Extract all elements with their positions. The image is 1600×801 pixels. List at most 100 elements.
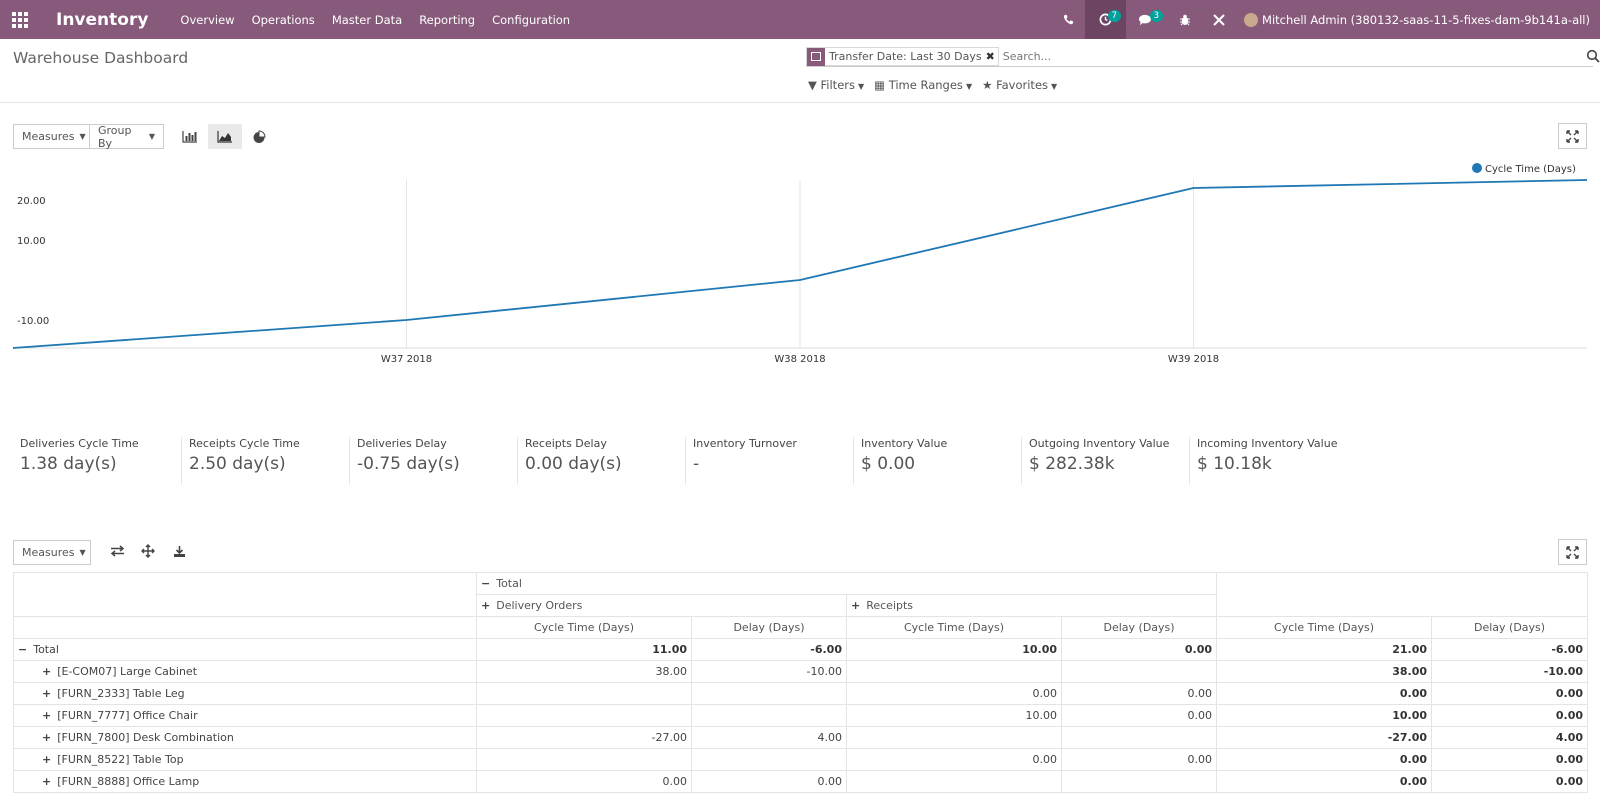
pivot-cell[interactable]: 0.00 <box>1431 682 1589 705</box>
messages-icon[interactable]: 3 <box>1126 0 1168 39</box>
download-icon[interactable] <box>168 543 190 559</box>
kpi-receipts-delay[interactable]: Receipts Delay 0.00 day(s) <box>517 437 685 485</box>
pivot-cell[interactable]: 10.00 <box>846 638 1062 661</box>
pivot-cell[interactable]: 0.00 <box>1060 638 1218 661</box>
pivot-cell[interactable] <box>1060 726 1218 749</box>
main-menu: Overview Operations Master Data Reportin… <box>180 13 587 27</box>
pivot-cell[interactable]: 4.00 <box>691 726 847 749</box>
search-icon[interactable] <box>1586 49 1600 63</box>
measure-header[interactable]: Delay (Days) <box>1431 616 1589 639</box>
pivot-cell[interactable]: -27.00 <box>476 726 692 749</box>
activity-icon[interactable]: 7 <box>1085 0 1127 39</box>
pivot-cell[interactable]: -10.00 <box>691 660 847 683</box>
row-header[interactable]: + [FURN_2333] Table Leg <box>13 682 477 705</box>
line-chart-icon[interactable] <box>208 124 242 149</box>
pivot-cell[interactable]: 4.00 <box>1431 726 1589 749</box>
kpi-inventory-value[interactable]: Inventory Value $ 0.00 <box>853 437 1021 485</box>
kpi-deliveries-cycle-time[interactable]: Deliveries Cycle Time 1.38 day(s) <box>13 437 181 485</box>
pivot-cell[interactable]: 0.00 <box>1216 682 1433 705</box>
menu-reporting[interactable]: Reporting <box>419 12 476 27</box>
measure-header[interactable]: Cycle Time (Days) <box>476 616 692 639</box>
graph-expand-icon[interactable] <box>1558 123 1587 149</box>
filters-dropdown[interactable]: ▼ Filters ▼ <box>808 78 865 92</box>
pivot-cell[interactable]: 38.00 <box>476 660 692 683</box>
pivot-cell[interactable] <box>691 704 847 727</box>
pivot-cell[interactable]: -6.00 <box>1431 638 1589 661</box>
menu-operations[interactable]: Operations <box>251 12 315 27</box>
group-by-button[interactable]: Group By ▼ <box>89 124 164 150</box>
pivot-cell[interactable]: -27.00 <box>1216 726 1433 749</box>
pivot-cell[interactable] <box>846 726 1062 749</box>
graph-measures-button[interactable]: Measures ▼ <box>13 124 90 149</box>
pivot-cell[interactable]: -6.00 <box>691 638 847 661</box>
row-header[interactable]: + [FURN_8888] Office Lamp <box>13 770 477 793</box>
pivot-cell[interactable]: 0.00 <box>1216 748 1433 771</box>
kpi-incoming-inventory-value[interactable]: Incoming Inventory Value $ 10.18k <box>1189 437 1357 485</box>
pie-chart-icon[interactable] <box>242 124 276 149</box>
row-header[interactable]: + [FURN_8522] Table Top <box>13 748 477 771</box>
pivot-col-total[interactable]: − Total <box>475 572 1218 595</box>
pivot-cell[interactable]: 0.00 <box>1216 770 1433 793</box>
pivot-cell[interactable]: 0.00 <box>1431 748 1589 771</box>
pivot-cell[interactable]: 0.00 <box>691 770 847 793</box>
time-ranges-dropdown[interactable]: ▦ Time Ranges ▼ <box>874 78 973 92</box>
pivot-cell[interactable] <box>691 748 847 771</box>
search-input[interactable] <box>1002 50 1593 63</box>
row-header[interactable]: + [E-COM07] Large Cabinet <box>13 660 477 683</box>
pivot-cell[interactable]: 10.00 <box>846 704 1062 727</box>
facet-remove-icon[interactable]: ✖ <box>985 50 995 63</box>
user-menu[interactable]: Mitchell Admin (380132-saas-11-5-fixes-d… <box>1236 12 1600 27</box>
measure-header[interactable]: Cycle Time (Days) <box>846 616 1062 639</box>
pivot-cell[interactable]: 0.00 <box>846 748 1062 771</box>
row-header[interactable]: + [FURN_7777] Office Chair <box>13 704 477 727</box>
measure-header[interactable]: Delay (Days) <box>691 616 847 639</box>
pivot-col-receipts[interactable]: + Receipts <box>845 594 1218 617</box>
bar-chart-icon[interactable] <box>173 124 207 149</box>
y-tick-label: 10.00 <box>17 236 46 247</box>
pivot-measures-button[interactable]: Measures ▼ <box>13 540 91 565</box>
menu-configuration[interactable]: Configuration <box>492 12 571 27</box>
pivot-cell[interactable] <box>1060 660 1218 683</box>
menu-master-data[interactable]: Master Data <box>331 12 403 27</box>
tools-icon[interactable] <box>1202 0 1236 39</box>
favorites-dropdown[interactable]: ★ Favorites ▼ <box>982 78 1058 92</box>
phone-icon[interactable] <box>1052 0 1085 39</box>
pivot-cell[interactable]: 38.00 <box>1216 660 1433 683</box>
pivot-cell[interactable] <box>1060 770 1218 793</box>
kpi-deliveries-delay[interactable]: Deliveries Delay -0.75 day(s) <box>349 437 517 485</box>
kpi-receipts-cycle-time[interactable]: Receipts Cycle Time 2.50 day(s) <box>181 437 349 485</box>
pivot-cell[interactable]: 10.00 <box>1216 704 1433 727</box>
pivot-cell[interactable] <box>476 748 692 771</box>
measure-header[interactable]: Cycle Time (Days) <box>1216 616 1433 639</box>
pivot-cell[interactable]: 0.00 <box>1431 770 1589 793</box>
pivot-cell[interactable]: 0.00 <box>1060 748 1218 771</box>
measure-header[interactable]: Delay (Days) <box>1060 616 1218 639</box>
pivot-cell[interactable] <box>476 704 692 727</box>
menu-overview[interactable]: Overview <box>180 12 235 27</box>
pivot-col-delivery-orders[interactable]: + Delivery Orders <box>476 594 847 617</box>
search-facet[interactable]: Transfer Date: Last 30 Days ✖ <box>806 47 999 66</box>
pivot-cell[interactable]: 0.00 <box>1060 682 1218 705</box>
expand-all-icon[interactable] <box>137 543 159 559</box>
apps-menu-icon[interactable] <box>0 0 40 39</box>
pivot-expand-icon[interactable] <box>1558 539 1587 565</box>
pivot-cell[interactable]: 0.00 <box>1060 704 1218 727</box>
pivot-cell[interactable] <box>476 682 692 705</box>
pivot-cell[interactable]: 0.00 <box>846 682 1062 705</box>
flip-axis-icon[interactable] <box>106 543 128 559</box>
table-row: + [FURN_7777] Office Chair 10.00 0.00 10.00 0… <box>13 704 1589 727</box>
pivot-cell[interactable]: 11.00 <box>476 638 692 661</box>
pivot-cell[interactable] <box>691 682 847 705</box>
pivot-cell[interactable] <box>846 660 1062 683</box>
pivot-cell[interactable]: -10.00 <box>1431 660 1589 683</box>
pivot-cell[interactable]: 0.00 <box>476 770 692 793</box>
debug-bug-icon[interactable] <box>1168 0 1202 39</box>
pivot-cell[interactable] <box>846 770 1062 793</box>
kpi-inventory-turnover[interactable]: Inventory Turnover - <box>685 437 853 485</box>
kpi-outgoing-inventory-value[interactable]: Outgoing Inventory Value $ 282.38k <box>1021 437 1189 485</box>
row-header-total[interactable]: − Total <box>13 638 477 661</box>
row-header[interactable]: + [FURN_7800] Desk Combination <box>13 726 477 749</box>
pivot-cell[interactable]: 21.00 <box>1216 638 1433 661</box>
app-brand[interactable]: Inventory <box>56 9 149 30</box>
pivot-cell[interactable]: 0.00 <box>1431 704 1589 727</box>
